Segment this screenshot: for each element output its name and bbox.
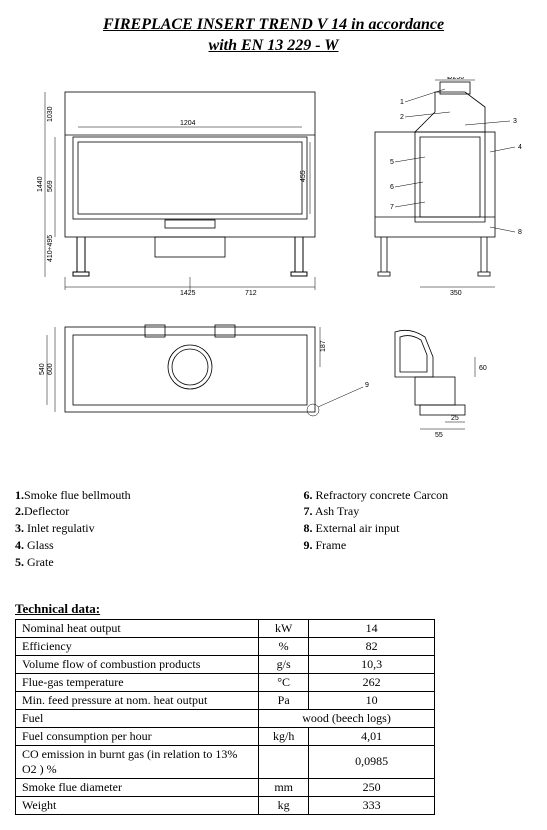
tech-value: 333 xyxy=(309,796,435,814)
svg-text:600: 600 xyxy=(47,363,54,375)
svg-text:6: 6 xyxy=(390,184,394,191)
table-row: CO emission in burnt gas (in relation to… xyxy=(16,745,435,778)
svg-text:540: 540 xyxy=(39,363,46,375)
tech-unit: kg/h xyxy=(259,727,309,745)
svg-text:410÷495: 410÷495 xyxy=(47,234,54,261)
tech-label: Weight xyxy=(16,796,259,814)
tech-unit: kg xyxy=(259,796,309,814)
table-row: Min. feed pressure at nom. heat outputPa… xyxy=(16,691,435,709)
parts-legend: 1.Smoke flue bellmouth2.Deflector3. Inle… xyxy=(15,487,532,571)
title-line2: with EN 13 229 - W xyxy=(209,37,339,54)
tech-value: 4,01 xyxy=(309,727,435,745)
svg-text:5: 5 xyxy=(390,159,394,166)
table-row: Nominal heat outputkW14 xyxy=(16,619,435,637)
tech-label: Fuel xyxy=(16,709,259,727)
svg-text:7: 7 xyxy=(390,204,394,211)
svg-text:9: 9 xyxy=(365,382,369,389)
table-row: Volume flow of combustion productsg/s10,… xyxy=(16,655,435,673)
tech-value: 262 xyxy=(309,673,435,691)
tech-label: CO emission in burnt gas (in relation to… xyxy=(16,745,259,778)
legend-col-left: 1.Smoke flue bellmouth2.Deflector3. Inle… xyxy=(15,487,244,571)
tech-label: Nominal heat output xyxy=(16,619,259,637)
svg-text:25: 25 xyxy=(451,415,459,422)
tech-unit: g/s xyxy=(259,655,309,673)
svg-text:350: 350 xyxy=(450,290,462,297)
tech-value: 14 xyxy=(309,619,435,637)
svg-text:4: 4 xyxy=(518,144,522,151)
tech-label: Efficiency xyxy=(16,637,259,655)
legend-item: 4. Glass xyxy=(15,537,244,554)
tech-value: 82 xyxy=(309,637,435,655)
tech-unit xyxy=(259,745,309,778)
tech-label: Min. feed pressure at nom. heat output xyxy=(16,691,259,709)
table-row: Efficiency%82 xyxy=(16,637,435,655)
legend-item: 2.Deflector xyxy=(15,503,244,520)
svg-text:1: 1 xyxy=(400,99,404,106)
svg-text:1440: 1440 xyxy=(37,176,44,192)
table-row: Fuelwood (beech logs) xyxy=(16,709,435,727)
svg-text:Ø250: Ø250 xyxy=(447,77,464,81)
tech-unit: mm xyxy=(259,778,309,796)
svg-text:55: 55 xyxy=(435,432,443,439)
legend-item: 1.Smoke flue bellmouth xyxy=(15,487,244,504)
tech-value: 250 xyxy=(309,778,435,796)
tech-label: Smoke flue diameter xyxy=(16,778,259,796)
tech-data-table: Nominal heat outputkW14Efficiency%82Volu… xyxy=(15,619,435,815)
table-row: Smoke flue diametermm250 xyxy=(16,778,435,796)
tech-value: 0,0985 xyxy=(309,745,435,778)
svg-text:1204: 1204 xyxy=(180,120,196,127)
svg-text:1425: 1425 xyxy=(180,290,196,297)
tech-label: Volume flow of combustion products xyxy=(16,655,259,673)
table-row: Weightkg333 xyxy=(16,796,435,814)
svg-text:187: 187 xyxy=(320,340,327,352)
technical-drawings: 1425 712 1204 455 569 1030 1440 410÷495 xyxy=(15,77,532,447)
svg-text:60: 60 xyxy=(479,365,487,372)
drawings-svg: 1425 712 1204 455 569 1030 1440 410÷495 xyxy=(15,77,532,447)
svg-text:712: 712 xyxy=(245,290,257,297)
tech-value: 10,3 xyxy=(309,655,435,673)
tech-label: Fuel consumption per hour xyxy=(16,727,259,745)
table-row: Flue-gas temperature°C262 xyxy=(16,673,435,691)
legend-item: 6. Refractory concrete Carcon xyxy=(304,487,533,504)
legend-item: 3. Inlet regulativ xyxy=(15,520,244,537)
tech-unit: °C xyxy=(259,673,309,691)
side-view xyxy=(375,80,515,287)
legend-item: 9. Frame xyxy=(304,537,533,554)
title-line1: FIREPLACE INSERT TREND V 14 in accordanc… xyxy=(103,16,444,33)
svg-text:3: 3 xyxy=(513,118,517,125)
legend-item: 8. External air input xyxy=(304,520,533,537)
legend-col-right: 6. Refractory concrete Carcon7. Ash Tray… xyxy=(304,487,533,571)
tech-value: wood (beech logs) xyxy=(259,709,435,727)
detail-view xyxy=(395,330,475,429)
svg-text:569: 569 xyxy=(47,180,54,192)
legend-item: 5. Grate xyxy=(15,554,244,571)
table-row: Fuel consumption per hourkg/h4,01 xyxy=(16,727,435,745)
tech-unit: % xyxy=(259,637,309,655)
svg-text:1030: 1030 xyxy=(47,106,54,122)
tech-unit: kW xyxy=(259,619,309,637)
tech-label: Flue-gas temperature xyxy=(16,673,259,691)
page-title: FIREPLACE INSERT TREND V 14 in accordanc… xyxy=(15,15,532,57)
svg-text:8: 8 xyxy=(518,229,522,236)
top-view xyxy=(47,325,363,416)
legend-item: 7. Ash Tray xyxy=(304,503,533,520)
tech-data-title: Technical data: xyxy=(15,601,532,617)
svg-text:2: 2 xyxy=(400,114,404,121)
tech-value: 10 xyxy=(309,691,435,709)
svg-text:455: 455 xyxy=(300,170,307,182)
tech-unit: Pa xyxy=(259,691,309,709)
